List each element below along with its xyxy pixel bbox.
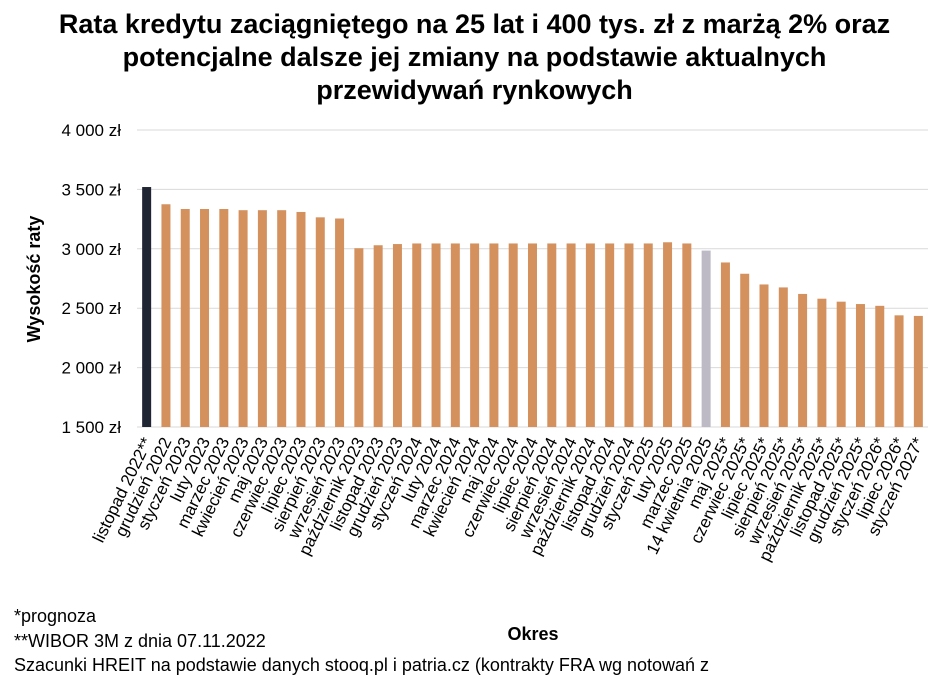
bar xyxy=(489,243,499,427)
y-tick-label: 3 000 zł xyxy=(61,240,121,259)
bar xyxy=(431,243,441,427)
bar xyxy=(257,210,267,427)
bar xyxy=(894,315,904,427)
y-axis-title: Wysokość raty xyxy=(24,216,44,343)
bars xyxy=(142,187,923,427)
bar xyxy=(817,298,827,427)
chart-title-line: przewidywań rynkowych xyxy=(316,75,633,105)
bar xyxy=(161,204,171,427)
bar xyxy=(335,218,345,427)
bar xyxy=(643,243,653,427)
bar xyxy=(624,243,634,427)
chart-title: Rata kredytu zaciągniętego na 25 lat i 4… xyxy=(0,8,949,107)
bar xyxy=(778,287,788,427)
bar xyxy=(180,209,190,427)
bar xyxy=(238,210,248,427)
bar xyxy=(373,245,383,427)
y-axis-ticks: 1 500 zł 2 000 zł 2 500 zł 3 000 zł 3 500 zł… xyxy=(61,121,121,437)
bar xyxy=(508,243,518,427)
bar xyxy=(547,243,557,427)
bar xyxy=(315,217,325,427)
chart-title-line: Rata kredytu zaciągniętego na 25 lat i 4… xyxy=(58,9,891,39)
bar xyxy=(682,243,692,427)
footnote-source: Szacunki HREIT na podstawie danych stooq… xyxy=(14,655,710,675)
x-axis-title: Okres xyxy=(507,624,558,644)
y-tick-label: 4 000 zł xyxy=(61,121,121,140)
y-tick-label: 2 500 zł xyxy=(61,299,121,318)
bar xyxy=(566,243,576,427)
bar xyxy=(142,187,152,427)
bar xyxy=(913,315,923,427)
bar xyxy=(759,284,769,427)
gridlines xyxy=(137,129,928,428)
bar xyxy=(740,273,750,427)
bar xyxy=(200,209,210,427)
bar xyxy=(219,209,229,427)
bar xyxy=(528,243,537,427)
chart-title-line: potencjalne dalsze jej zmiany na podstaw… xyxy=(122,42,827,72)
bar xyxy=(354,248,364,427)
bar xyxy=(296,211,306,427)
footnote-wibor: **WIBOR 3M z dnia 07.11.2022 xyxy=(14,631,266,651)
bar xyxy=(855,304,865,427)
bar xyxy=(875,305,885,427)
bar xyxy=(277,210,287,427)
y-tick-label: 2 000 zł xyxy=(61,359,121,378)
bar xyxy=(701,250,711,427)
bar xyxy=(585,243,595,427)
bar xyxy=(605,243,615,427)
bar xyxy=(412,243,422,427)
y-tick-label: 1 500 zł xyxy=(61,418,121,437)
bar xyxy=(836,301,846,427)
y-tick-label: 3 500 zł xyxy=(61,180,121,199)
bar xyxy=(392,244,402,427)
bar xyxy=(470,243,480,427)
bar xyxy=(663,242,673,427)
bar xyxy=(798,293,808,427)
bar xyxy=(720,262,730,427)
footnote-forecast: *prognoza xyxy=(14,606,97,626)
bar xyxy=(450,243,460,427)
